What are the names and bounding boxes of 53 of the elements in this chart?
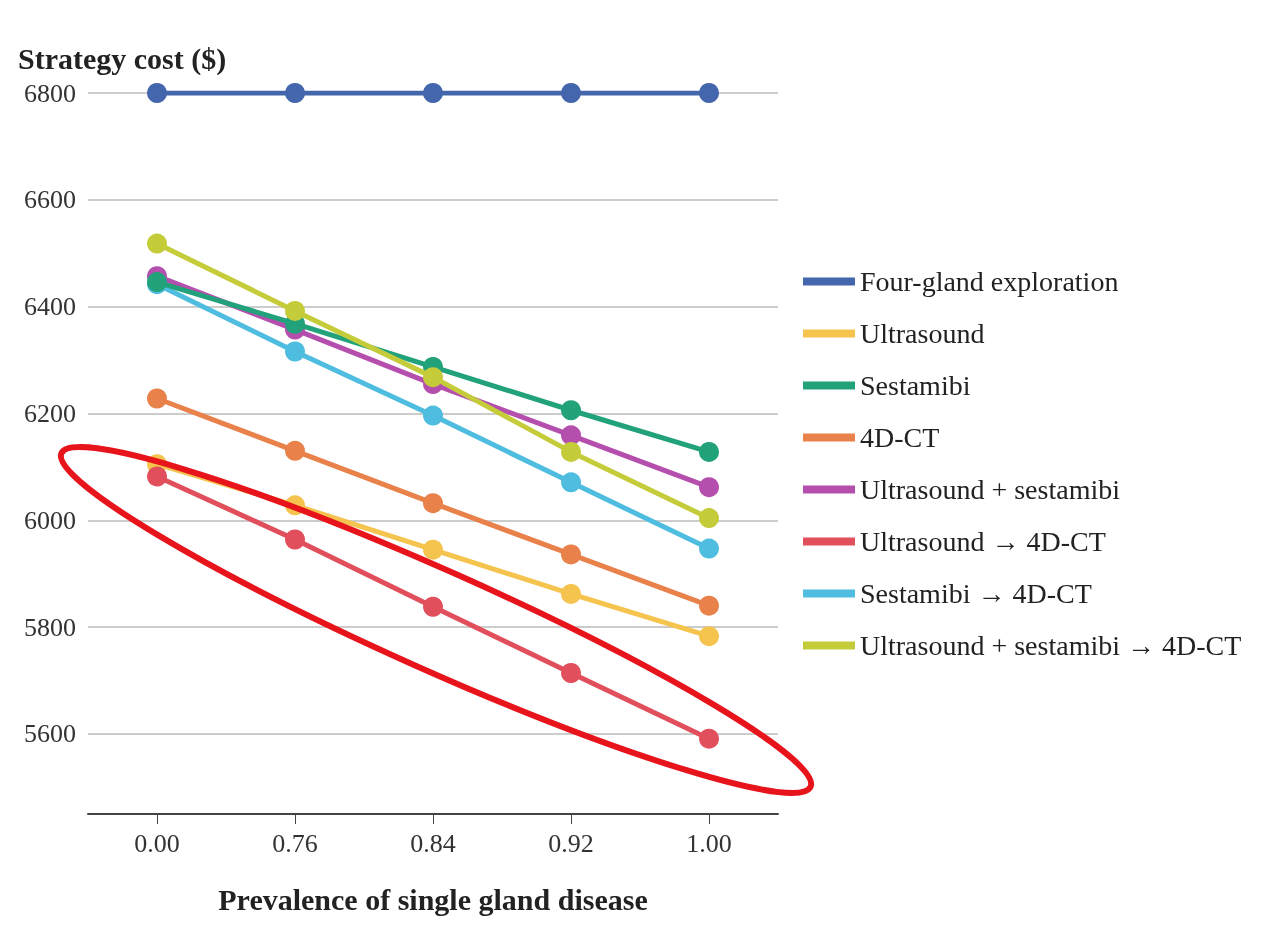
point (699, 626, 719, 647)
point (285, 300, 305, 321)
point (561, 441, 581, 462)
point (147, 83, 167, 103)
point (561, 400, 581, 421)
point (699, 83, 719, 103)
point (423, 596, 443, 617)
x-tick-label: 0.00 (134, 828, 180, 858)
x-tick-label: 0.92 (548, 828, 594, 858)
legend-label: Four-gland exploration (860, 266, 1119, 297)
y-tick-label: 5600 (24, 719, 76, 749)
x-tick-label: 0.76 (272, 828, 318, 858)
point (423, 539, 443, 560)
y-tick-label: 6400 (24, 292, 76, 322)
x-tick-label: 1.00 (686, 828, 732, 858)
point (561, 472, 581, 493)
point (423, 405, 443, 426)
legend-label: Ultrasound → 4D-CT (860, 526, 1106, 557)
point (699, 728, 719, 749)
legend-label: Ultrasound (860, 318, 985, 349)
x-axis-title: Prevalence of single gland disease (218, 882, 648, 916)
point (285, 440, 305, 461)
point (699, 595, 719, 616)
point (423, 367, 443, 388)
y-tick-label: 6600 (24, 185, 76, 215)
x-tick-label: 0.84 (410, 828, 456, 858)
point (699, 538, 719, 559)
point (561, 425, 581, 446)
point (147, 466, 167, 487)
point (423, 83, 443, 103)
y-tick-label: 5800 (24, 612, 76, 642)
legend-label: Sestamibi → 4D-CT (860, 578, 1092, 609)
point (147, 388, 167, 409)
point (699, 477, 719, 498)
point (561, 583, 581, 604)
point (285, 83, 305, 103)
legend-label: Sestamibi (860, 370, 971, 401)
point (285, 529, 305, 550)
point (699, 441, 719, 462)
legend-label: Ultrasound + sestamibi (860, 474, 1121, 505)
legend-label: 4D-CT (860, 422, 940, 453)
point (699, 508, 719, 529)
y-axis-title: Strategy cost ($) (18, 41, 227, 76)
point (147, 233, 167, 254)
legend-label: Ultrasound + sestamibi → 4D-CT (860, 630, 1242, 661)
point (561, 544, 581, 565)
point (423, 493, 443, 514)
point (561, 83, 581, 103)
point (561, 663, 581, 683)
y-tick-label: 6800 (24, 78, 76, 108)
y-tick-label: 6000 (24, 505, 76, 535)
y-tick-label: 6200 (24, 398, 76, 428)
point (285, 341, 305, 362)
